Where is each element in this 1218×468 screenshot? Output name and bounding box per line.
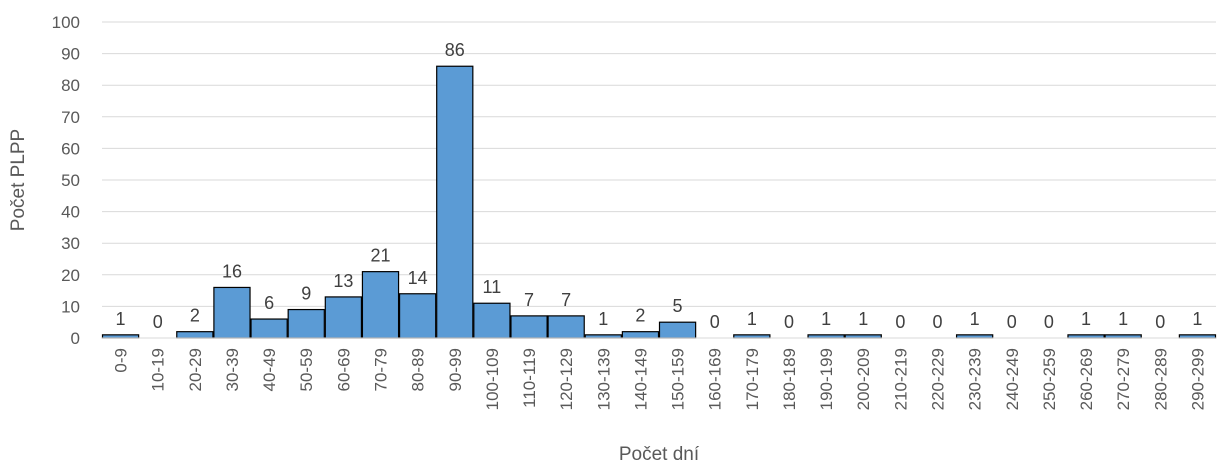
x-tick-label: 140-149 [631, 348, 650, 410]
data-label: 0 [153, 312, 163, 332]
data-label: 1 [1118, 309, 1128, 329]
x-tick-label: 250-259 [1040, 348, 1059, 410]
x-tick-label: 60-69 [334, 348, 353, 391]
x-axis-ticks: 0-9 10-19 20-29 30-39 40-49 50-59 60-69 70-79 80… [112, 348, 1208, 410]
data-label: 0 [1007, 312, 1017, 332]
y-tick-label: 50 [61, 171, 80, 190]
data-label: 0 [784, 312, 794, 332]
x-tick-label: 260-269 [1077, 348, 1096, 410]
data-label: 1 [1192, 309, 1202, 329]
x-tick-label: 10-19 [149, 348, 168, 391]
y-tick-label: 20 [61, 266, 80, 285]
x-axis-title: Počet dní [619, 444, 700, 465]
data-label: 1 [970, 309, 980, 329]
x-tick-label: 180-189 [780, 348, 799, 410]
x-tick-label: 200-209 [854, 348, 873, 410]
data-label: 0 [895, 312, 905, 332]
bar [510, 315, 548, 339]
data-label: 21 [370, 246, 390, 266]
y-tick-label: 30 [61, 234, 80, 253]
data-label: 1 [598, 309, 608, 329]
y-tick-label: 80 [61, 76, 80, 95]
data-label: 1 [747, 309, 757, 329]
x-tick-label: 70-79 [372, 348, 391, 391]
bar [621, 331, 660, 339]
data-label: 14 [408, 268, 428, 288]
x-tick-label: 190-199 [817, 348, 836, 410]
data-label: 6 [264, 293, 274, 313]
data-label: 16 [222, 261, 242, 281]
x-tick-label: 100-109 [483, 348, 502, 410]
data-label: 0 [1044, 312, 1054, 332]
gridlines [102, 21, 1216, 307]
data-label: 2 [635, 306, 645, 326]
data-label: 7 [524, 290, 534, 310]
x-tick-label: 240-249 [1003, 348, 1022, 410]
x-tick-label: 90-99 [446, 348, 465, 391]
x-tick-label: 150-159 [669, 348, 688, 410]
y-tick-label: 60 [61, 139, 80, 158]
data-label: 9 [301, 284, 311, 304]
data-label: 0 [1155, 312, 1165, 332]
y-axis-ticks: 0 10 20 30 40 50 60 70 80 90 100 [52, 13, 80, 348]
x-tick-label: 50-59 [297, 348, 316, 391]
data-label: 86 [445, 40, 465, 60]
x-tick-label: 130-139 [594, 348, 613, 410]
y-tick-label: 0 [71, 329, 80, 348]
bar [398, 293, 437, 339]
x-tick-label: 110-119 [520, 348, 539, 408]
x-tick-label: 270-279 [1114, 348, 1133, 410]
y-axis-title: Počet PLPP [8, 129, 29, 231]
x-tick-label: 220-229 [929, 348, 948, 410]
x-tick-label: 290-299 [1188, 348, 1207, 410]
x-tick-label: 170-179 [743, 348, 762, 410]
x-tick-label: 20-29 [186, 348, 205, 391]
data-label: 1 [1081, 309, 1091, 329]
y-tick-label: 100 [52, 13, 80, 32]
x-tick-label: 0-9 [112, 348, 131, 373]
bar [213, 286, 251, 339]
data-label: 0 [710, 312, 720, 332]
bar [287, 308, 325, 339]
x-tick-label: 80-89 [409, 348, 428, 391]
y-tick-label: 70 [61, 108, 80, 127]
data-label: 2 [190, 306, 200, 326]
x-tick-label: 280-289 [1151, 348, 1170, 410]
bar [250, 318, 288, 339]
data-label: 11 [483, 277, 502, 297]
bar [547, 315, 585, 339]
data-label: 0 [932, 312, 942, 332]
y-tick-label: 10 [61, 297, 80, 316]
data-label: 13 [333, 271, 353, 291]
data-label: 1 [821, 309, 831, 329]
x-tick-label: 120-129 [557, 348, 576, 410]
bars [101, 65, 1217, 339]
x-tick-label: 30-39 [223, 348, 242, 391]
y-tick-label: 40 [61, 203, 80, 222]
bar [324, 296, 363, 339]
bar [436, 65, 474, 339]
x-tick-label: 40-49 [260, 348, 279, 391]
data-label: 1 [116, 309, 126, 329]
bar [361, 271, 400, 339]
data-label: 7 [561, 290, 571, 310]
x-tick-label: 230-239 [966, 348, 985, 410]
bar [658, 321, 697, 339]
data-label: 5 [673, 296, 683, 316]
y-tick-label: 90 [61, 45, 80, 64]
bar [473, 302, 511, 339]
x-tick-label: 210-219 [891, 348, 910, 410]
x-tick-label: 160-169 [706, 348, 725, 410]
bar [176, 331, 214, 339]
data-label: 1 [858, 309, 868, 329]
